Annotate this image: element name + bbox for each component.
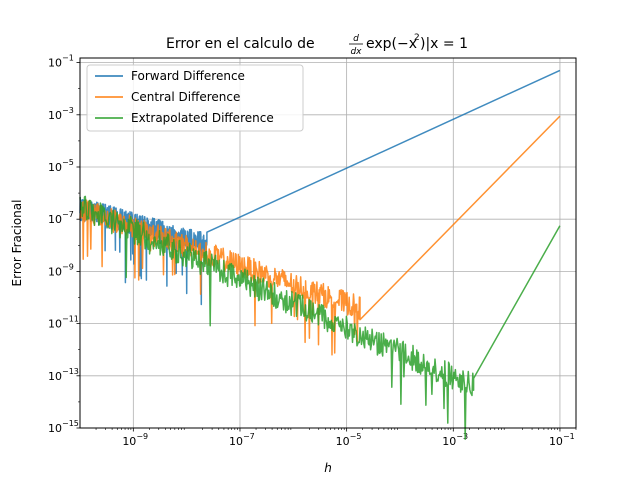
x-tick-label: 10 [336, 435, 350, 448]
series-lines [79, 69, 561, 441]
x-tick-label: 10 [442, 435, 456, 448]
y-tick-exponent: −7 [62, 210, 74, 219]
y-tick-label: 10 [48, 161, 62, 174]
series-line-2 [79, 115, 561, 356]
y-tick-exponent: −9 [62, 262, 74, 271]
legend-label: Extrapolated Difference [131, 111, 274, 125]
y-tick-label: 10 [48, 318, 62, 331]
y-tick-exponent: −1 [62, 54, 74, 63]
y-tick-label: 10 [48, 370, 62, 383]
y-tick-label: 10 [48, 213, 62, 226]
y-axis-label: Error Fracional [10, 200, 24, 287]
y-tick-exponent: −3 [62, 106, 74, 115]
legend-label: Central Difference [131, 90, 240, 104]
x-tick-exponent: −3 [456, 432, 468, 441]
axes-frame [79, 57, 577, 429]
title-exponent: 2 [414, 33, 420, 43]
y-tick-exponent: −13 [62, 367, 79, 376]
x-tick-exponent: −7 [243, 432, 255, 441]
title-fraction-numerator: d [353, 34, 359, 44]
title-fraction-denominator: dx [350, 47, 362, 57]
legend-box [86, 64, 304, 132]
y-tick-label: 10 [48, 422, 62, 435]
x-tick-exponent: −5 [350, 432, 362, 441]
x-tick-exponent: −1 [563, 432, 575, 441]
x-tick-label: 10 [549, 435, 563, 448]
x-tick-exponent: −9 [136, 432, 148, 441]
x-tick-label: 10 [122, 435, 136, 448]
y-tick-label: 10 [48, 265, 62, 278]
legend: Forward Difference Central Difference Extr… [86, 64, 304, 132]
y-tick-exponent: −11 [62, 315, 79, 324]
y-tick-label: 10 [48, 109, 62, 122]
chart-title: Error en el calculo de d dx exp(−x 2 )|x… [166, 33, 468, 57]
legend-label: Forward Difference [131, 69, 245, 83]
title-prefix: Error en el calculo de [166, 36, 315, 52]
y-tick-exponent: −15 [62, 419, 79, 428]
title-exp: exp(−x [366, 36, 417, 52]
x-axis-label: h [324, 461, 332, 475]
title-tail: )|x = 1 [420, 36, 468, 52]
x-tick-label: 10 [229, 435, 243, 448]
y-tick-exponent: −5 [62, 158, 74, 167]
series-line-3 [79, 195, 561, 441]
y-tick-label: 10 [48, 57, 62, 70]
